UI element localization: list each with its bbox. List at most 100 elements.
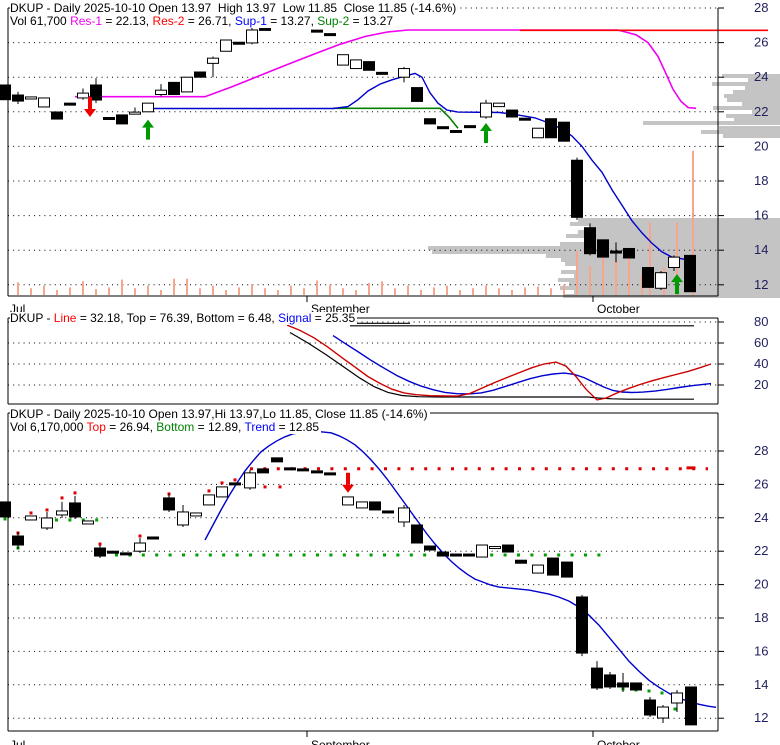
candle: [604, 674, 616, 688]
y-axis-label: 60: [754, 335, 768, 350]
buy-arrow-icon: [480, 123, 492, 144]
candle: [558, 121, 570, 142]
y-axis-label: 26: [754, 476, 768, 491]
candle: [489, 546, 501, 550]
trend-panel-header-line1: DKUP - Daily 2025-10-10 Open 13.97,Hi 13…: [10, 408, 430, 421]
header-text-part: = 13.27: [349, 14, 393, 28]
candle: [12, 94, 24, 102]
candle: [207, 57, 219, 64]
candle: [576, 596, 588, 654]
candle: [463, 553, 475, 557]
res-1-line: [75, 29, 697, 110]
candle: [519, 117, 531, 121]
volume-profile-bar: [742, 102, 780, 106]
candle: [597, 239, 609, 258]
candle: [163, 497, 175, 511]
candle: [94, 547, 106, 557]
y-axis-label: 24: [754, 69, 768, 84]
volume-profile-bar: [712, 82, 780, 86]
volume-profile-bar: [727, 98, 780, 102]
arrow-stem: [484, 131, 488, 144]
candle: [284, 467, 296, 471]
candle: [398, 507, 410, 523]
candle: [233, 41, 245, 45]
y-axis-label: 18: [754, 173, 768, 188]
header-text-part: Trend: [244, 420, 276, 434]
arrow-head: [342, 484, 354, 493]
candle: [103, 117, 115, 121]
header-text-part: Sup-2: [317, 14, 350, 28]
header-text-part: Signal: [278, 311, 312, 325]
candle: [584, 227, 596, 255]
candle: [147, 536, 159, 540]
top-dots-dot: [220, 481, 224, 485]
candle: [271, 457, 283, 463]
candle: [532, 127, 544, 139]
volume-profile-bar: [570, 222, 780, 226]
volume-profile-bar: [578, 266, 780, 270]
candle: [342, 496, 354, 506]
bottom-dots-dot: [647, 689, 651, 693]
x-axis-month-label: September: [311, 738, 370, 745]
volume-profile-bar: [560, 286, 780, 290]
y-axis-label: 80: [754, 314, 768, 329]
line-indicator: [286, 324, 712, 401]
arrow-stem: [146, 127, 150, 140]
volume-profile-bar: [578, 218, 780, 222]
top-dots-dot: [60, 496, 64, 500]
candle: [591, 667, 603, 689]
candle: [493, 102, 505, 108]
header-text-part: = 26.71,: [184, 14, 235, 28]
volume-profile-bar: [745, 86, 780, 90]
candle: [82, 520, 94, 525]
volume-profile-bar: [752, 110, 780, 114]
candle: [216, 486, 228, 498]
top-dots-dot: [233, 478, 237, 482]
y-axis-label: 18: [754, 610, 768, 625]
header-text-part: Vol 61,700: [10, 14, 71, 28]
y-axis-label: 20: [754, 577, 768, 592]
header-text-part: Sup-1: [234, 14, 267, 28]
candle: [655, 272, 667, 289]
candle: [437, 126, 449, 130]
candle: [25, 515, 37, 521]
header-text-part: DKUP - Daily 2025-10-10 Open 13.97,Hi 13…: [10, 407, 428, 421]
oscillator-panel-header: DKUP - Line = 32.18, Top = 76.39, Bottom…: [10, 311, 358, 325]
trend-panel: 28 26 24 22 20 18 16 14 12 Jul September October: [0, 412, 768, 745]
candle: [0, 84, 11, 101]
top-dots-dot: [278, 485, 282, 489]
candle: [116, 114, 128, 125]
top-dots-dot: [45, 508, 49, 512]
candle: [545, 118, 557, 139]
volume-profile-bar: [748, 78, 780, 82]
candle: [350, 59, 362, 70]
candle: [464, 125, 476, 129]
candle: [480, 102, 492, 118]
candle: [25, 96, 37, 100]
candle: [120, 552, 132, 556]
header-text-part: = 25.35: [311, 311, 356, 325]
volume-profile-bar: [713, 106, 780, 110]
volume-profile-bar: [733, 90, 780, 94]
candle: [177, 511, 189, 526]
volume-profile-bar: [724, 94, 780, 98]
volume-profile-bar: [546, 254, 780, 258]
volume-profile-bar: [569, 282, 780, 286]
buy-arrow-icon: [142, 119, 154, 140]
top-dots-dot: [29, 511, 33, 515]
candle: [411, 87, 423, 102]
candle: [90, 84, 102, 101]
volume-profile-bar: [643, 121, 780, 125]
header-text-part: Top: [86, 420, 106, 434]
candle: [0, 501, 11, 518]
candle: [155, 89, 167, 96]
candle: [506, 109, 518, 118]
candle: [51, 111, 63, 120]
arrow-stem: [675, 282, 679, 295]
y-axis-label: 20: [754, 377, 768, 392]
candle: [571, 159, 583, 218]
candle: [376, 71, 388, 75]
candle: [382, 510, 394, 514]
